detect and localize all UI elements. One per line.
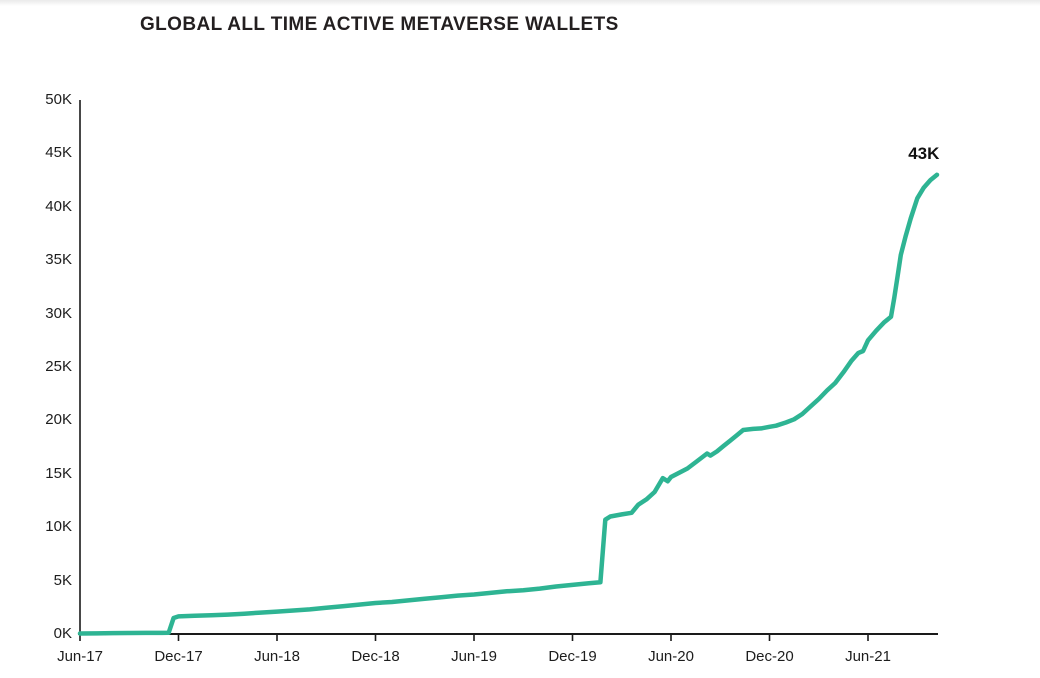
end-value-annotation: 43K bbox=[908, 144, 940, 164]
y-tick-label: 45K bbox=[45, 144, 72, 162]
y-tick-label: 5K bbox=[53, 571, 72, 589]
y-tick-label: 10K bbox=[45, 518, 72, 536]
y-tick-label: 30K bbox=[45, 304, 72, 322]
y-tick-label: 50K bbox=[45, 91, 72, 108]
x-tick-label: Jun-20 bbox=[648, 648, 694, 665]
y-tick-label: 15K bbox=[45, 464, 72, 482]
top-border-strip bbox=[0, 0, 1040, 6]
x-tick-label: Dec-20 bbox=[745, 648, 794, 665]
y-tick-label: 20K bbox=[45, 411, 72, 429]
x-tick-label: Jun-18 bbox=[254, 648, 300, 665]
x-tick-label: Jun-19 bbox=[451, 648, 497, 665]
wallets-series-line bbox=[77, 172, 940, 636]
y-tick-label: 35K bbox=[45, 251, 72, 269]
x-tick-label: Jun-17 bbox=[57, 648, 103, 665]
y-tick-label: 25K bbox=[45, 358, 72, 375]
x-tick-label: Jun-21 bbox=[845, 648, 891, 665]
x-tick-label: Dec-18 bbox=[351, 648, 400, 665]
chart-title: GLOBAL ALL TIME ACTIVE METAVERSE WALLETS bbox=[140, 14, 619, 35]
x-axis-tickmarks bbox=[79, 634, 869, 641]
y-tick-label: 40K bbox=[45, 197, 72, 215]
x-tick-label: Dec-17 bbox=[154, 648, 203, 665]
x-tick-label: Dec-19 bbox=[548, 648, 597, 665]
y-tick-label: 0K bbox=[53, 625, 72, 642]
